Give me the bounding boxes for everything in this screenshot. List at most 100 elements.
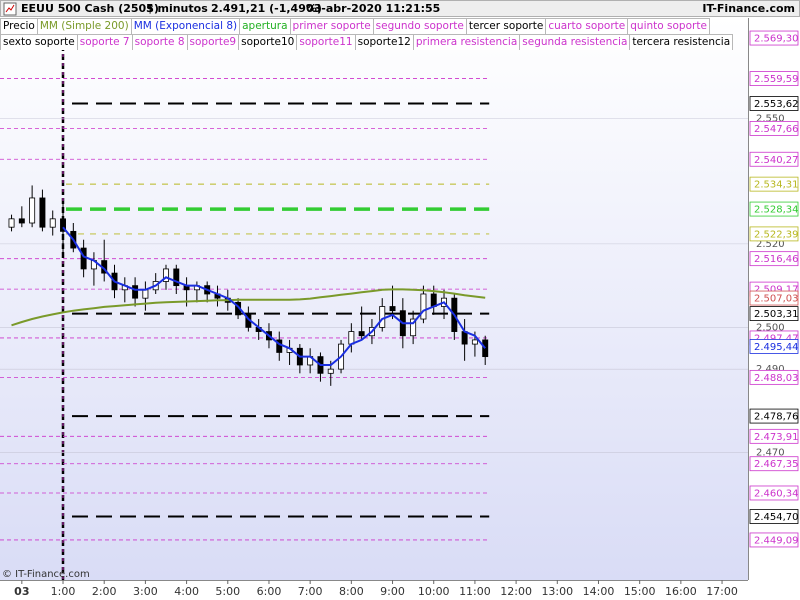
candle-body: [8, 218, 15, 228]
x-tick-label: 15:00: [624, 585, 656, 598]
y-tick-label: 2.550: [756, 114, 785, 125]
level-label: 2.507,03: [754, 294, 799, 305]
instrument: EEUU 500 Cash (250$): [21, 2, 159, 15]
level-label: 2.509,17: [754, 285, 799, 296]
level-label: 2.503,31: [754, 309, 799, 320]
x-tick-label: 13:00: [541, 585, 573, 598]
level-label: 2.449,09: [754, 535, 799, 546]
x-tick-label: 16:00: [665, 585, 697, 598]
level-label-box: [749, 120, 799, 136]
level-label-box: [749, 151, 799, 167]
header-icon: [3, 2, 17, 16]
legend-entry: soporte11: [296, 34, 356, 50]
x-tick-label: 2:00: [92, 585, 117, 598]
candle-body: [327, 368, 334, 374]
y-tick-label: 2.520: [756, 239, 785, 250]
level-label: 2.516,46: [754, 254, 799, 265]
candle: [29, 185, 36, 228]
level-label-box: [749, 226, 799, 242]
x-tick-label: 1:00: [51, 585, 76, 598]
candle-body: [461, 331, 468, 345]
level-label: 2.478,76: [754, 412, 799, 423]
level-label-box: [749, 532, 799, 548]
legend-entry: primer soporte: [289, 18, 374, 35]
level-label: 2.540,27: [754, 155, 799, 166]
level-label-box: [749, 201, 799, 217]
x-tick-label: 12:00: [500, 585, 532, 598]
x-tick-label: 7:00: [298, 585, 323, 598]
candle: [49, 210, 56, 236]
plot-area: [0, 18, 748, 580]
legend-entry: Precio: [0, 18, 38, 35]
level-label-box: [749, 30, 799, 46]
level-label-box: [749, 339, 799, 354]
candle: [389, 285, 396, 320]
legend-entry: sexto soporte: [0, 34, 78, 50]
level-label: 2.553,62: [754, 99, 799, 110]
candle-body: [420, 293, 427, 320]
candle: [410, 310, 417, 345]
candle-body: [348, 331, 355, 345]
level-label-box: [749, 369, 799, 385]
legend-entry: soporte9: [186, 34, 240, 50]
candle-body: [18, 218, 25, 224]
candle-body: [163, 268, 169, 282]
legend-entry: soporte 7: [76, 34, 133, 50]
legend-entry: tercer soporte: [465, 18, 547, 35]
level-label-box: [749, 408, 799, 424]
candle: [173, 264, 180, 294]
legend-entry: segundo soporte: [372, 18, 467, 35]
y-tick-label: 2.500: [756, 322, 785, 333]
candle-body: [471, 339, 478, 345]
candle: [420, 285, 427, 324]
legend: Precio MM (Simple 200) MM (Exponencial 8) a…: [0, 18, 748, 50]
level-label: 2.473,91: [754, 432, 799, 443]
x-tick-label: 10:00: [418, 585, 450, 598]
level-label-box: [749, 290, 799, 306]
candle-body: [29, 197, 36, 224]
x-tick-label: 11:00: [459, 585, 491, 598]
x-tick-label: 3:00: [133, 585, 158, 598]
legend-entry: cuarto soporte: [545, 18, 629, 35]
level-label: 2.467,35: [754, 459, 799, 470]
candle: [18, 206, 25, 228]
legend-entry: tercera resistencia: [629, 34, 734, 50]
level-label-box: [749, 306, 799, 321]
quote: 2.491,21 (-1,49%): [211, 2, 322, 15]
legend-entry: soporte 8: [131, 34, 188, 50]
level-label-box: [749, 456, 799, 472]
candle: [132, 277, 139, 307]
candle-body: [49, 218, 56, 228]
candle-body: [132, 285, 139, 299]
level-label-box: [749, 176, 799, 192]
x-tick-label: 17:00: [706, 585, 738, 598]
level-label-box: [749, 509, 799, 524]
level-label: 2.522,39: [754, 229, 799, 240]
level-label: 2.528,34: [754, 205, 799, 216]
period: 5 minutos: [146, 2, 208, 15]
candle: [358, 306, 365, 340]
legend-entry: MM (Exponencial 8): [130, 18, 241, 35]
level-label: 2.497,47: [754, 333, 799, 344]
candle-body: [39, 197, 46, 228]
candle-body: [410, 318, 417, 337]
legend-entry: MM (Simple 200): [36, 18, 132, 35]
candle-body: [80, 247, 87, 270]
candle-body: [379, 306, 386, 328]
level-label-box: [749, 485, 799, 501]
x-tick-label: 5:00: [215, 585, 240, 598]
level-label: 2.547,66: [754, 124, 799, 135]
level-label-box: [749, 428, 799, 444]
candle: [8, 214, 15, 232]
y-tick-label: 2.490: [756, 364, 785, 375]
indicator-line: [62, 226, 486, 366]
candle-body: [173, 268, 180, 287]
x-tick-label: 9:00: [380, 585, 405, 598]
legend-entry: soporte12: [354, 34, 414, 50]
legend-entry: primera resistencia: [412, 34, 521, 50]
candle: [39, 189, 46, 232]
level-label: 2.460,34: [754, 488, 799, 499]
candle: [60, 202, 66, 257]
